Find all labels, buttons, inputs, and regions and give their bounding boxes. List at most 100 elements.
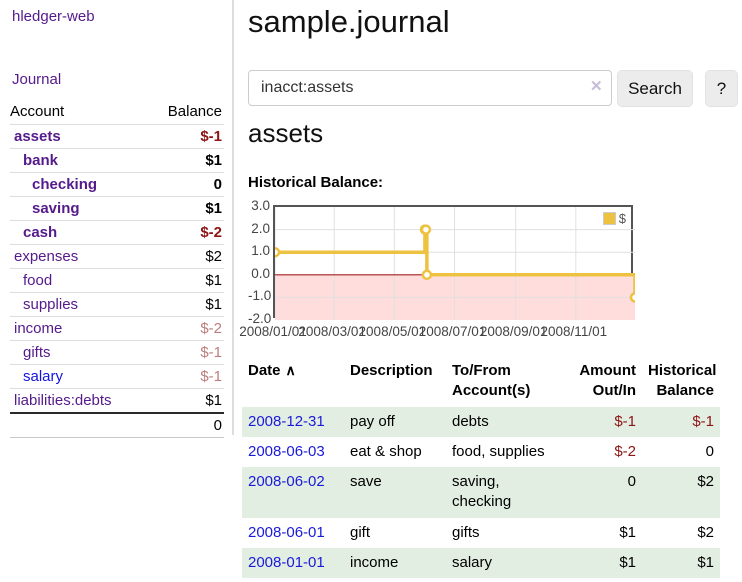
y-axis-tick-label: -2.0: [248, 311, 272, 326]
sidebar-account-link[interactable]: food: [23, 272, 53, 289]
sidebar-account-balance: $1: [148, 196, 224, 221]
y-axis-tick-label: 1.0: [251, 243, 270, 259]
account-row: income $-2: [10, 316, 224, 341]
data-point-marker: [420, 224, 432, 235]
transaction-amount: $-1: [614, 412, 636, 430]
account-heading: assets: [248, 118, 324, 148]
transaction-date-link[interactable]: 2008-06-01: [248, 523, 325, 541]
sidebar-account-link[interactable]: income: [14, 320, 63, 337]
x-axis-tick-label: 2008/03/01: [298, 324, 366, 339]
search-input[interactable]: [248, 70, 612, 106]
sidebar-account-balance: $2: [148, 244, 224, 269]
transaction-description: save: [350, 473, 382, 490]
transaction-accounts: debts: [452, 412, 489, 430]
sidebar-account-balance: $1: [148, 148, 224, 173]
accounts-header-balance: Balance: [167, 103, 222, 120]
sidebar-account-link[interactable]: expenses: [14, 248, 79, 265]
accounts-total-value: 0: [148, 412, 224, 438]
account-row: checking 0: [10, 172, 224, 197]
x-axis-tick-label: 2008/07/01: [418, 324, 487, 339]
account-row: gifts $-1: [10, 340, 224, 365]
x-axis-tick-label: 2008/01/01: [239, 324, 307, 339]
transaction-date-link[interactable]: 2008-06-03: [248, 442, 325, 460]
sidebar-account-link[interactable]: checking: [32, 176, 98, 193]
transaction-row: 2008-06-02 save saving, checking 0 $2: [242, 467, 720, 518]
transaction-row: 2008-12-31 pay off debts $-1 $-1: [242, 406, 720, 437]
clear-search-icon[interactable]: ✕: [590, 78, 603, 95]
search-button[interactable]: Search: [617, 70, 693, 107]
transaction-balance: 0: [705, 442, 714, 460]
transaction-accounts: food, supplies: [452, 442, 545, 460]
sidebar-account-link[interactable]: supplies: [23, 296, 79, 313]
account-row: expenses $2: [10, 244, 224, 269]
account-row: salary $-1: [10, 364, 224, 389]
chart-title: Historical Balance:: [248, 174, 384, 191]
sidebar-item-journal[interactable]: Journal: [12, 71, 62, 88]
register-table-body: 2008-12-31 pay off debts $-1 $-1 2008-06-03 ea…: [242, 406, 720, 578]
sidebar-account-balance: 0: [148, 172, 224, 197]
transaction-amount: $1: [619, 523, 636, 541]
sidebar-account-balance: $-1: [148, 364, 224, 389]
sidebar-account-link[interactable]: saving: [32, 200, 80, 217]
transaction-description: gift: [350, 523, 371, 541]
sidebar-account-link[interactable]: gifts: [23, 344, 51, 361]
account-row: saving $1: [10, 196, 224, 221]
chart-legend: $: [602, 211, 626, 226]
account-row: supplies $1: [10, 292, 224, 317]
transaction-date-link[interactable]: 2008-12-31: [248, 412, 325, 430]
accounts-table-body: assets $-1 bank $1 checking 0 saving $1 cash $-2 e…: [10, 124, 224, 413]
transaction-row: 2008-01-01 income salary $1 $1: [242, 547, 720, 578]
app-brand-link[interactable]: hledger-web: [12, 8, 95, 25]
y-axis-tick-label: 0.0: [251, 265, 270, 281]
register-header-description: Description: [350, 362, 433, 379]
register-header-amount: Amount Out/In: [579, 362, 636, 400]
transaction-description: income: [350, 553, 399, 571]
y-axis-tick-label: 2.0: [251, 220, 270, 236]
transaction-date-link[interactable]: 2008-06-02: [248, 473, 325, 490]
account-row: cash $-2: [10, 220, 224, 245]
accounts-balance-table: Account Balance assets $-1 bank $1 checking 0…: [10, 100, 224, 438]
transaction-description: pay off: [350, 412, 395, 430]
sidebar-account-link[interactable]: liabilities:debts: [14, 392, 112, 409]
sidebar-account-link[interactable]: cash: [23, 224, 58, 241]
sidebar-account-balance: $1: [148, 268, 224, 293]
register-header-balance: Historical Balance: [648, 362, 717, 400]
sidebar-account-balance: $1: [148, 388, 224, 413]
transaction-accounts: gifts: [452, 523, 480, 541]
historical-balance-chart: $ 3.0 2.0 1.0 0.0 -1.0 -2.0 2008/01/01 2008/03/…: [239, 198, 668, 348]
help-button[interactable]: ?: [705, 70, 738, 107]
sidebar-account-balance: $-2: [148, 316, 224, 341]
search-form: ✕ Search ?: [248, 70, 738, 107]
transaction-date-link[interactable]: 2008-01-01: [248, 553, 325, 571]
accounts-header-account: Account: [10, 103, 65, 120]
transaction-amount: $1: [619, 553, 636, 571]
register-header-accounts: To/From Account(s): [452, 362, 531, 400]
sidebar-account-balance: $1: [148, 292, 224, 317]
y-axis-tick-label: -1.0: [248, 288, 272, 304]
x-axis-tick-label: 2008/09/01: [479, 324, 548, 339]
sidebar-account-link[interactable]: bank: [23, 152, 59, 169]
transaction-balance: $2: [697, 523, 714, 541]
sidebar-account-balance: $-1: [148, 124, 224, 149]
data-point-marker: [629, 292, 635, 303]
data-point-marker: [421, 269, 433, 281]
transaction-balance: $1: [697, 553, 714, 571]
x-axis-tick-label: 2008/05/01: [358, 324, 427, 339]
register-header-date[interactable]: Date ∧: [248, 362, 296, 379]
chart-plot-area: $: [273, 205, 635, 320]
chart-canvas: [275, 207, 635, 320]
transaction-row: 2008-06-03 eat & shop food, supplies $-2 0: [242, 437, 720, 467]
sidebar-account-balance: $-2: [148, 220, 224, 245]
account-row: food $1: [10, 268, 224, 293]
account-row: bank $1: [10, 148, 224, 173]
page-title: sample.journal: [248, 4, 450, 39]
sidebar-account-link[interactable]: salary: [23, 368, 64, 385]
legend-swatch: [602, 212, 616, 225]
accounts-total-row: 0: [10, 412, 224, 438]
y-axis-tick-label: 3.0: [251, 198, 270, 213]
transaction-accounts: salary: [452, 553, 493, 571]
account-row: liabilities:debts $1: [10, 388, 224, 413]
transaction-balance: $2: [697, 473, 714, 490]
sort-asc-icon: ∧: [285, 362, 296, 378]
sidebar-account-link[interactable]: assets: [14, 128, 61, 145]
